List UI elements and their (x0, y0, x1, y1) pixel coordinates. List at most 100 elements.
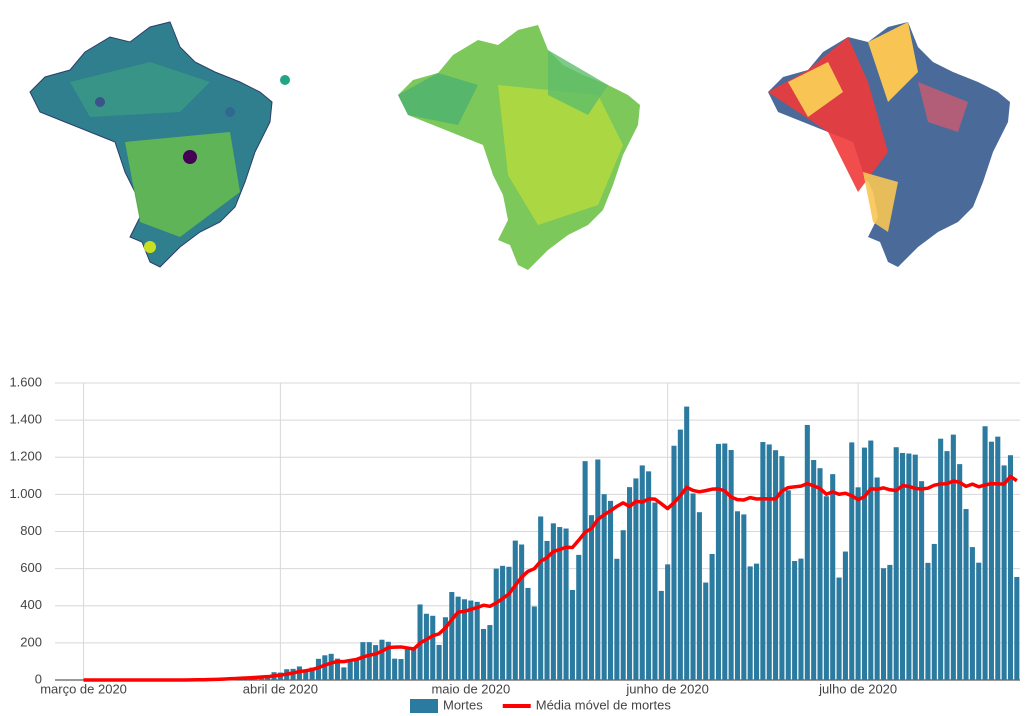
bar (830, 474, 836, 680)
y-tick-label: 600 (20, 560, 42, 575)
bar (963, 509, 969, 680)
bar (379, 639, 385, 680)
legend-label: Média móvel de mortes (536, 697, 672, 712)
bar (525, 587, 531, 680)
bar (328, 653, 334, 680)
bar (366, 642, 372, 680)
bar (354, 660, 360, 680)
bar (785, 490, 791, 680)
bar (455, 596, 461, 680)
bar (690, 493, 696, 680)
bar (734, 511, 741, 680)
bar (753, 563, 760, 680)
bar (665, 564, 671, 680)
bar (817, 468, 823, 680)
bar (684, 406, 690, 680)
bar (728, 450, 734, 680)
bar (582, 461, 588, 680)
bar (538, 516, 544, 680)
bar (512, 540, 518, 680)
bar (474, 601, 480, 680)
bar (519, 544, 525, 680)
bar (627, 487, 633, 680)
bar (493, 568, 499, 680)
bar (563, 528, 569, 680)
bar (836, 577, 842, 680)
bar (969, 547, 975, 680)
bar (411, 649, 417, 680)
bar (620, 530, 626, 680)
bar (531, 606, 537, 680)
bar (658, 590, 664, 680)
bar (576, 554, 582, 680)
bar (652, 502, 658, 680)
map-points (29, 21, 290, 268)
x-tick-label: maio de 2020 (431, 681, 510, 696)
bar (550, 523, 556, 680)
bar (1007, 455, 1014, 680)
bar (595, 459, 601, 680)
bar (506, 566, 512, 680)
bar (322, 655, 328, 680)
bar (468, 600, 474, 680)
bar (423, 613, 429, 680)
bar (557, 527, 563, 680)
bar (741, 514, 747, 680)
y-tick-label: 200 (20, 634, 42, 649)
bar (347, 661, 353, 680)
x-tick-label: junho de 2020 (625, 681, 708, 696)
bar (430, 615, 436, 680)
bar (931, 543, 937, 680)
bar (639, 465, 645, 680)
bar (633, 478, 639, 680)
bar (614, 558, 620, 680)
y-tick-label: 800 (20, 523, 42, 538)
bar (442, 617, 448, 680)
bar (919, 481, 925, 680)
bar (912, 454, 918, 680)
bar (773, 450, 779, 680)
bar (360, 642, 366, 680)
legend-label: Mortes (443, 697, 483, 712)
y-tick-label: 0 (35, 671, 42, 686)
bar (906, 453, 912, 680)
bar (880, 568, 887, 680)
y-tick-label: 1.600 (9, 374, 42, 389)
bar (944, 451, 950, 680)
bar (893, 447, 899, 680)
bar (874, 477, 880, 680)
bar (334, 658, 341, 680)
map-categories (768, 22, 1010, 267)
x-tick-label: abril de 2020 (243, 681, 318, 696)
bar (950, 434, 956, 680)
bar (798, 558, 804, 680)
bar (703, 582, 709, 680)
line (83, 474, 1018, 682)
y-tick-label: 1.000 (9, 486, 42, 501)
bar (436, 644, 442, 680)
bar (995, 436, 1001, 680)
bar (715, 443, 721, 680)
bar (957, 464, 963, 680)
bar (855, 487, 861, 680)
y-tick-label: 1.400 (9, 412, 42, 427)
bar (842, 551, 848, 680)
bar (982, 426, 988, 680)
bar (461, 599, 468, 680)
bar (487, 625, 493, 680)
bar (303, 669, 309, 680)
bar (569, 589, 575, 680)
bar (341, 667, 347, 680)
legend-swatch (410, 699, 438, 713)
bar (823, 496, 829, 680)
bar (868, 440, 874, 680)
bar (747, 566, 753, 680)
bar (588, 515, 595, 680)
bar (804, 424, 810, 680)
bar (976, 562, 982, 680)
bar (722, 443, 728, 680)
bar (385, 641, 391, 680)
bar (392, 658, 398, 680)
legend: Mortes Média móvel de mortes (410, 697, 671, 713)
bar (1014, 576, 1020, 680)
